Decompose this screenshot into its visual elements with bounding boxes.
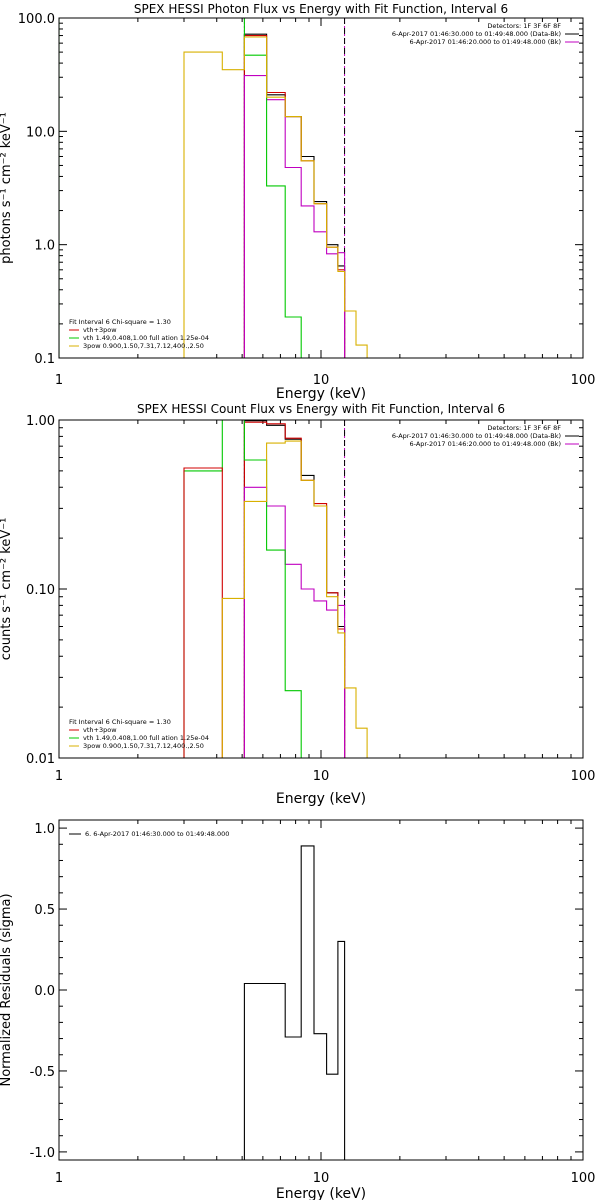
x-tick-label: 1 [55,373,63,388]
legend-entry: 6-Apr-2017 01:46:20.000 to 01:49:48.000 … [410,38,561,46]
data-series-1 [243,420,346,758]
x-axis-label: Energy (keV) [276,1186,366,1200]
data-series-2 [243,35,346,358]
y-tick-label: 0.01 [26,752,55,767]
x-tick-label: 1 [55,769,63,784]
fit-legend-header: Fit Interval 6 Chi-square = 1.30 [69,318,171,326]
chart-panel-2: SPEX HESSI Count Flux vs Energy with Fit… [0,402,596,807]
chart-panel-1: SPEX HESSI Photon Flux vs Energy with Fi… [0,2,596,402]
x-tick-label: 10 [313,769,330,784]
x-tick-label: 100 [571,769,596,784]
x-axis-label: Energy (keV) [276,791,366,807]
data-series-3 [243,486,346,758]
data-series-4 [59,18,302,358]
x-tick-label: 10 [313,373,330,388]
y-axis-label: counts s⁻¹ cm⁻² keV⁻¹ [0,518,14,661]
legend-header: Detectors: 1F 3F 6F 8F [487,424,561,432]
y-tick-label: -0.5 [30,1065,55,1080]
data-series-6 [221,440,368,758]
y-tick-label: 0.1 [34,352,55,367]
x-tick-label: 100 [571,373,596,388]
data-series-4 [183,420,302,758]
y-tick-label: 1.00 [26,414,55,429]
legend-entry: 6. 6-Apr-2017 01:46:30.000 to 01:49:48.0… [85,830,229,838]
data-series-5 [183,36,368,358]
x-axis-label: Energy (keV) [276,386,366,402]
y-tick-label: 1.0 [34,239,55,254]
y-axis-label: Normalized Residuals (sigma) [0,893,14,1086]
y-tick-label: 10.0 [26,125,55,140]
y-tick-label: -1.0 [30,1146,55,1161]
legend-entry: 6-Apr-2017 01:46:20.000 to 01:49:48.000 … [410,440,561,448]
fit-legend-entry: vth 1.49,0.408,1.00 full ation 1.25e-04 [83,734,209,742]
fit-legend-entry: 3pow 0.900,1.50,7.31,7.12,400.,2.50 [83,742,204,750]
x-tick-label: 10 [313,1171,330,1186]
fit-legend-entry: vth+3pow [83,726,117,734]
fit-legend-entry: vth+3pow [83,326,117,334]
y-tick-label: 0.10 [26,583,55,598]
chart-title: SPEX HESSI Photon Flux vs Energy with Fi… [134,2,508,16]
y-tick-label: 0.5 [34,903,55,918]
chart-panel-3: Energy (keV) Normalized Residuals (sigma)… [0,819,596,1200]
x-tick-label: 100 [571,1171,596,1186]
data-series-1 [243,33,346,358]
chart-title: SPEX HESSI Count Flux vs Energy with Fit… [137,402,505,416]
legend-entry: 6-Apr-2017 01:46:30.000 to 01:49:48.000 … [392,432,561,440]
plot-frame [58,419,584,759]
y-tick-label: 0.0 [34,984,55,999]
data-series-2 [243,421,346,758]
y-tick-label: 1.0 [34,822,55,837]
data-series-1 [243,845,346,1160]
y-axis-label: photons s⁻¹ cm⁻² keV⁻¹ [0,112,14,264]
y-tick-label: 100.0 [18,12,55,27]
legend-header: Detectors: 1F 3F 6F 8F [487,22,561,30]
fit-legend-entry: 3pow 0.900,1.50,7.31,7.12,400.,2.50 [83,342,204,350]
legend-entry: 6-Apr-2017 01:46:30.000 to 01:49:48.000 … [392,30,561,38]
fit-legend-entry: vth 1.49,0.408,1.00 full ation 1.25e-04 [83,334,209,342]
plot-frame [58,17,584,359]
fit-legend-header: Fit Interval 6 Chi-square = 1.30 [69,718,171,726]
plot-frame [58,819,584,1161]
x-tick-label: 1 [55,1171,63,1186]
